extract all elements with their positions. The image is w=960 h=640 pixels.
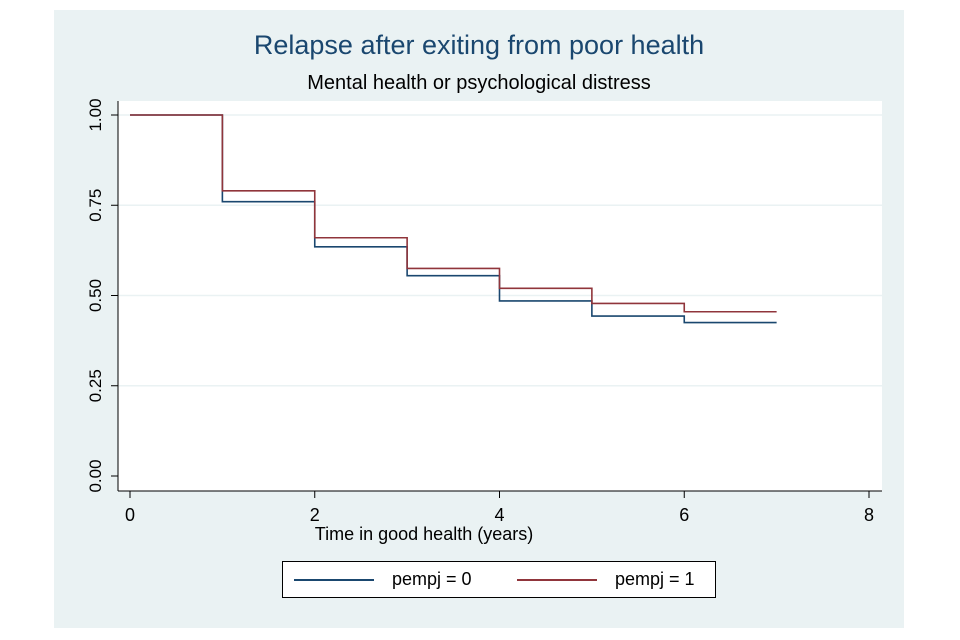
tick-marks: 0.00 0.25 0.50 0.75 1.00 0 2 4 6 8 — [86, 98, 874, 525]
series-lines — [130, 114, 777, 324]
x-tick-label-1: 2 — [310, 505, 320, 525]
chart-title: Relapse after exiting from poor health — [253, 30, 705, 60]
series-line-0 — [130, 114, 777, 324]
legend-item-0: pempj = 0 — [294, 562, 472, 597]
legend-swatch-1 — [517, 578, 597, 581]
y-tick-label-2: 0.50 — [86, 279, 105, 312]
y-tick-label-3: 0.75 — [86, 189, 105, 222]
chart-subtitle: Mental health or psychological distress — [307, 72, 651, 94]
series-line-1 — [130, 114, 777, 313]
x-tick-label-0: 0 — [125, 505, 135, 525]
x-tick-label-2: 4 — [494, 505, 504, 525]
x-tick-label-3: 6 — [679, 505, 689, 525]
legend-label-1: pempj = 1 — [615, 569, 695, 589]
y-tick-label-1: 0.25 — [86, 369, 105, 402]
legend-swatch-0 — [294, 578, 374, 581]
legend-label-0: pempj = 0 — [392, 569, 472, 589]
y-tick-label-0: 0.00 — [86, 459, 105, 492]
legend: pempj = 0 pempj = 1 — [282, 561, 716, 598]
x-tick-label-4: 8 — [864, 505, 874, 525]
legend-item-1: pempj = 1 — [517, 562, 695, 597]
y-tick-label-4: 1.00 — [86, 98, 105, 131]
x-axis-label: Time in good health (years) — [314, 524, 534, 544]
